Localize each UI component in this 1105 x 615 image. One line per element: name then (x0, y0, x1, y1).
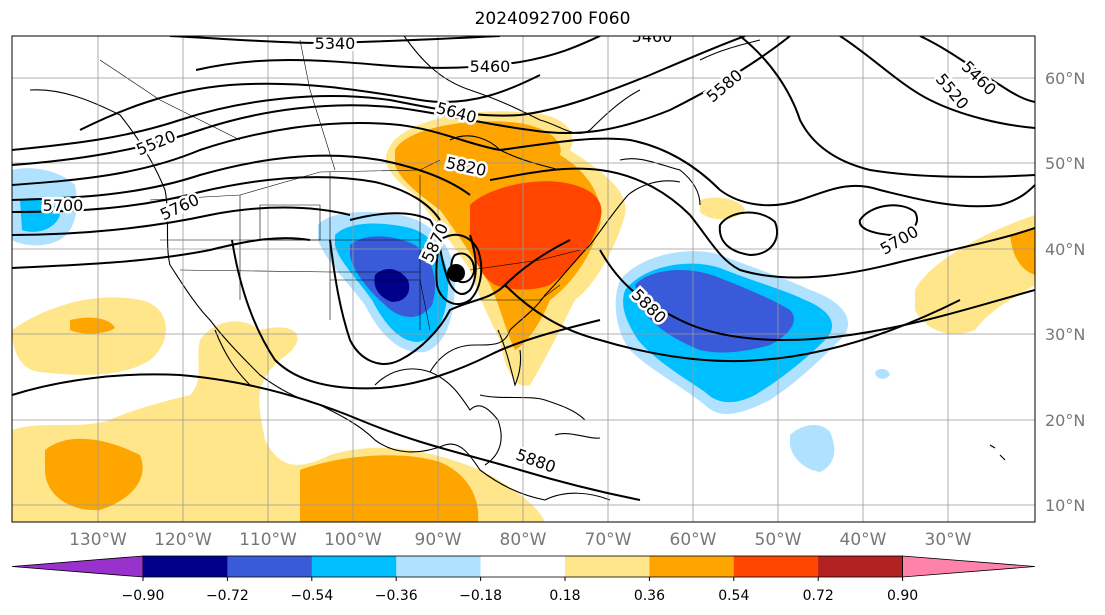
colorbar-tick-label: 0.54 (718, 588, 749, 604)
colorbar-segment (143, 556, 228, 577)
colorbar-tick-label: −0.18 (459, 588, 502, 604)
lon-label-60W: 60°W (670, 530, 717, 550)
colorbar-tick-label: −0.54 (290, 588, 333, 604)
positive-anomaly-atlantic-east (915, 215, 1035, 334)
contour-label-5460: 5460 (632, 27, 673, 46)
lat-label-50N: 50°N (1045, 154, 1085, 173)
colorbar-tick-label: −0.90 (122, 588, 165, 604)
lon-label-40W: 40°W (840, 530, 887, 550)
colorbar-extend-right (902, 555, 1036, 578)
colorbar-segment (396, 556, 482, 577)
lon-label-120W: 120°W (154, 530, 212, 550)
lon-label-70W: 70°W (585, 530, 632, 550)
lat-label-30N: 30°N (1045, 325, 1085, 344)
colorbar-segment (733, 556, 819, 577)
colorbar-tick-label: −0.72 (206, 588, 249, 604)
colorbar-extend-left (11, 555, 144, 578)
colorbar-frame (142, 555, 903, 578)
colorbar-segment (649, 556, 735, 577)
colorbar-segment (565, 556, 650, 577)
lat-label-60N: 60°N (1045, 69, 1085, 88)
colorbar-segment (818, 556, 904, 577)
colorbar-tick-label: 0.18 (549, 588, 580, 604)
latitude-labels: 60°N 50°N 40°N 30°N 20°N 10°N (1045, 69, 1085, 515)
contour-label-5700: 5700 (877, 222, 922, 259)
orange-anomaly-east (1010, 228, 1035, 275)
longitude-labels: 130°W 120°W 110°W 100°W 90°W 80°W 70°W 6… (69, 530, 972, 550)
graticule (12, 36, 1035, 522)
contour-label-5880: 5880 (514, 445, 559, 477)
colorbar-tick-label: −0.36 (375, 588, 418, 604)
negative-anomaly-midwest-darkest (374, 268, 410, 302)
coastlines (29, 36, 1006, 501)
lat-label-10N: 10°N (1045, 496, 1085, 515)
lon-label-100W: 100°W (324, 530, 382, 550)
lat-label-40N: 40°N (1045, 240, 1085, 259)
colorbar: −0.90 −0.72 −0.54 −0.36 −0.18 0.18 0.36 0.54 0.7… (11, 555, 1036, 604)
colorbar-segment (227, 556, 313, 577)
storm-center-dot (447, 264, 465, 282)
orange-anomaly-west-1 (45, 438, 143, 511)
map-frame (11, 35, 1036, 523)
contour-label-5460: 5460 (470, 57, 511, 76)
map-title: 2024092700 F060 (474, 9, 631, 29)
negative-anomaly-pacific-mid (20, 198, 60, 232)
negative-anomaly-south-atlantic (790, 424, 835, 472)
height-contours (12, 36, 1035, 501)
colorbar-segment (480, 556, 566, 577)
positive-anomaly-west-pacific (12, 297, 167, 375)
lon-label-50W: 50°W (755, 530, 802, 550)
red-anomaly-northeast (470, 181, 602, 290)
negative-anomaly-tiny (875, 368, 890, 379)
lon-label-30W: 30°W (925, 530, 972, 550)
negative-anomaly-atlantic-dark (635, 269, 794, 353)
contour-label-5340: 5340 (315, 34, 356, 53)
lon-label-90W: 90°W (415, 530, 462, 550)
lon-label-110W: 110°W (239, 530, 297, 550)
colorbar-tick-label: 0.72 (803, 588, 834, 604)
orange-anomaly-west-2 (70, 317, 115, 334)
colorbar-segment (311, 556, 397, 577)
lon-label-80W: 80°W (500, 530, 547, 550)
colorbar-tick-label: 0.90 (887, 588, 918, 604)
colorbar-tick-label: 0.36 (634, 588, 665, 604)
contour-label-5760: 5760 (157, 190, 202, 224)
contour-label-5700: 5700 (43, 196, 84, 215)
lat-label-20N: 20°N (1045, 411, 1085, 430)
lon-label-130W: 130°W (69, 530, 127, 550)
